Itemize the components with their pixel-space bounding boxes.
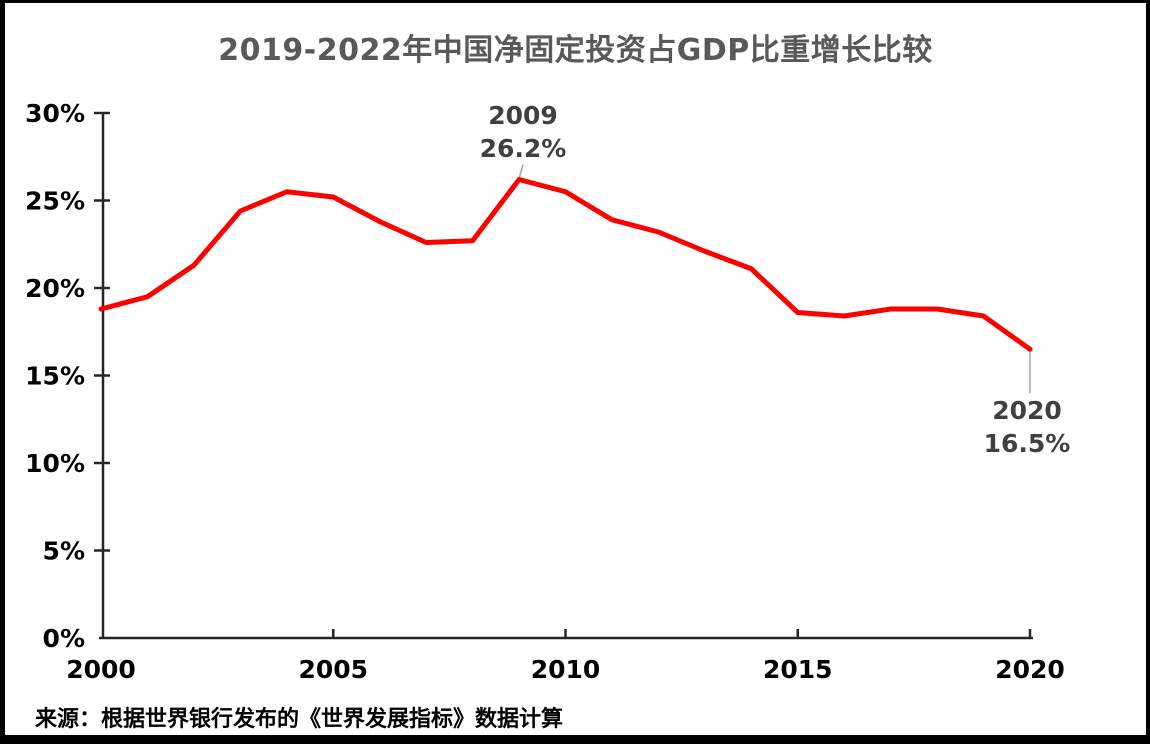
chart-title: 2019-2022年中国净固定投资占GDP比重增长比较 xyxy=(218,33,933,68)
x-tick-label: 2010 xyxy=(531,655,601,684)
line-chart-plot: 0% 5% 10% 15% 20% 25% 30% 2000 2005 2010 2015 2020 xyxy=(25,99,1065,684)
y-tick-label: 30% xyxy=(25,99,85,128)
data-line-series xyxy=(98,177,1033,352)
x-tick-label: 2005 xyxy=(298,655,368,684)
y-tick-label: 0% xyxy=(43,624,85,653)
annotation-peak-value: 26.2% xyxy=(479,134,567,163)
annotation-peak-year: 2009 xyxy=(488,101,558,130)
annotation-end-value: 16.5% xyxy=(983,429,1071,458)
y-tick-label: 5% xyxy=(43,537,85,566)
source-note: 来源：根据世界银行发布的《世界发展指标》数据计算 xyxy=(35,707,564,732)
annotation-end-year: 2020 xyxy=(992,396,1062,425)
y-tick-label: 15% xyxy=(25,362,85,391)
y-tick-label: 20% xyxy=(25,274,85,303)
annotation-peak-2009: 2009 26.2% xyxy=(443,99,603,165)
x-tick-label: 2000 xyxy=(66,655,136,684)
x-tick-label: 2015 xyxy=(763,655,833,684)
y-tick-label: 10% xyxy=(25,449,85,478)
leader-line-2009 xyxy=(518,164,524,179)
x-tick-label: 2020 xyxy=(995,655,1065,684)
annotation-end-2020: 2020 16.5% xyxy=(947,394,1107,460)
y-tick-label: 25% xyxy=(25,187,85,216)
